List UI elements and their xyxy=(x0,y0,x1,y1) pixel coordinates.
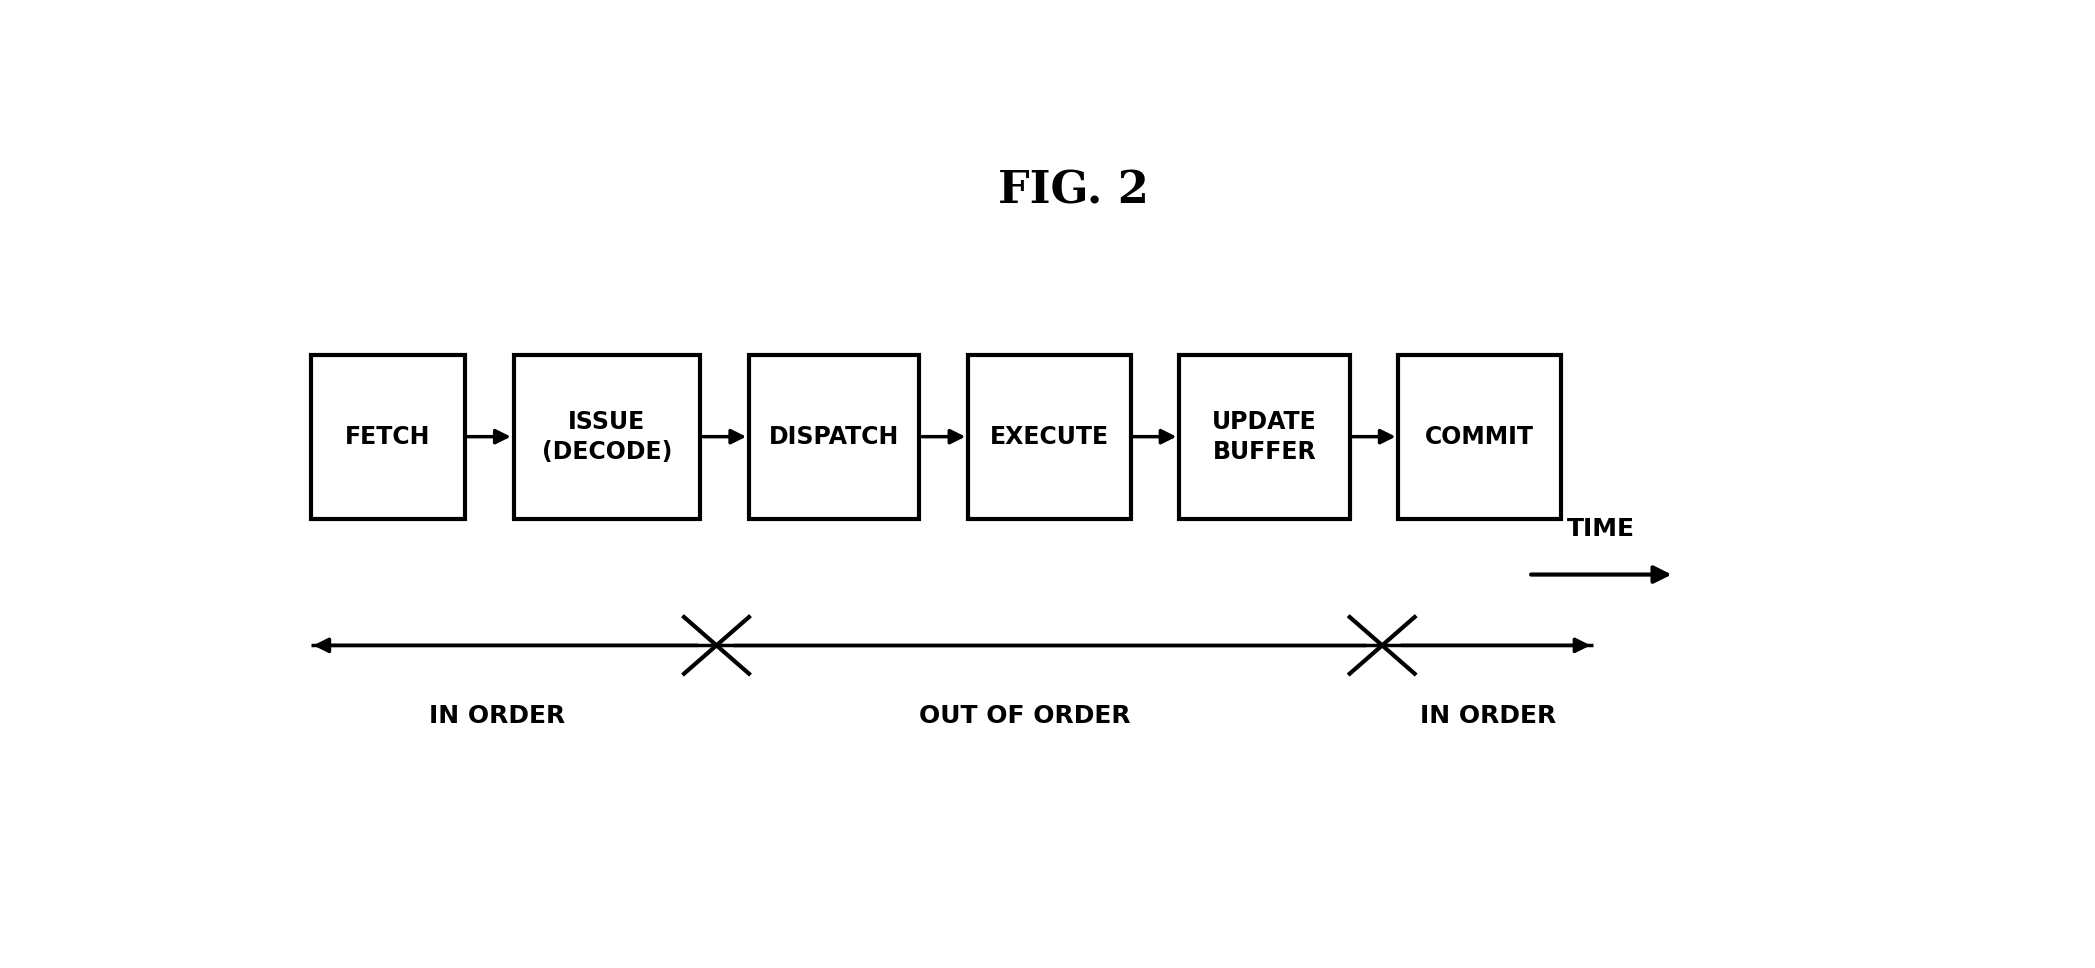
Text: TIME: TIME xyxy=(1567,517,1636,541)
Text: DISPATCH: DISPATCH xyxy=(769,425,899,448)
Bar xyxy=(1399,354,1561,519)
Text: UPDATE
BUFFER: UPDATE BUFFER xyxy=(1213,409,1318,464)
Bar xyxy=(513,354,700,519)
Bar xyxy=(750,354,920,519)
Text: ISSUE
(DECODE): ISSUE (DECODE) xyxy=(543,409,672,464)
Text: OUT OF ORDER: OUT OF ORDER xyxy=(920,704,1131,728)
Text: FIG. 2: FIG. 2 xyxy=(997,169,1150,212)
Bar xyxy=(1179,354,1349,519)
Text: COMMIT: COMMIT xyxy=(1425,425,1534,448)
Text: EXECUTE: EXECUTE xyxy=(989,425,1108,448)
Text: FETCH: FETCH xyxy=(346,425,429,448)
Bar xyxy=(968,354,1131,519)
Bar xyxy=(310,354,465,519)
Text: IN ORDER: IN ORDER xyxy=(1420,704,1557,728)
Text: IN ORDER: IN ORDER xyxy=(429,704,566,728)
